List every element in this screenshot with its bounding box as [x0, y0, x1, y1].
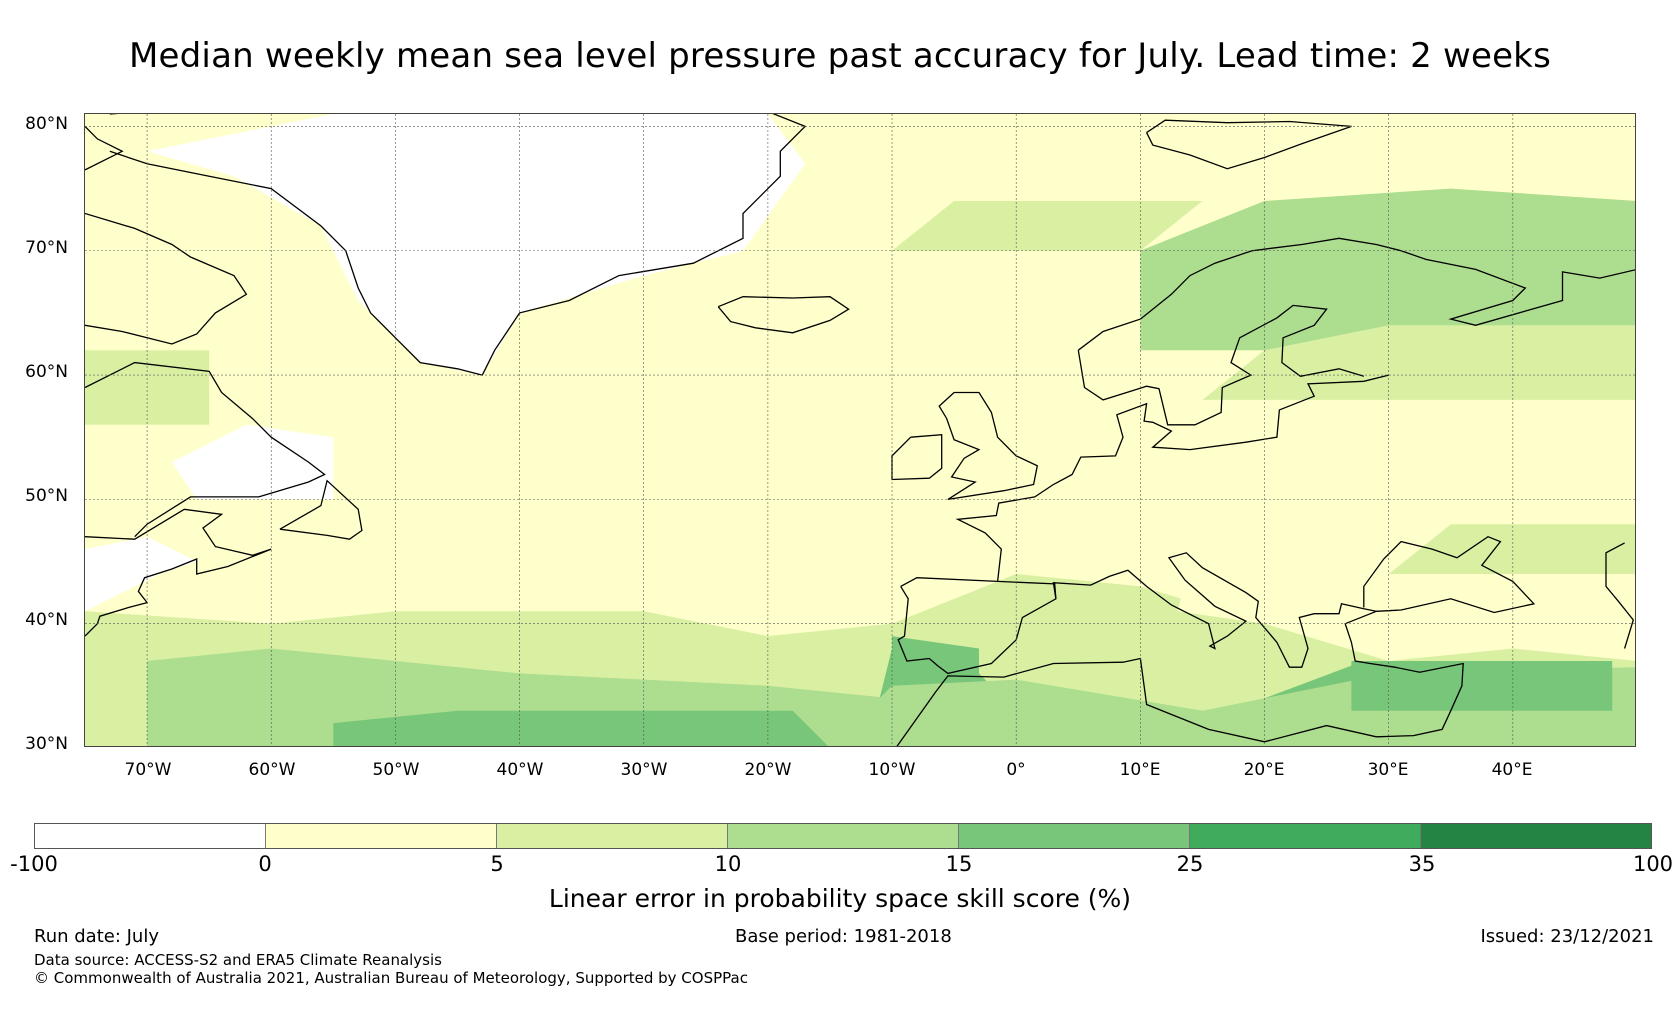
coastlines: [85, 114, 1635, 746]
lat-label-50n: 50°N: [25, 486, 68, 506]
colorbar-segment: [35, 824, 266, 848]
skill-regions: [85, 114, 1635, 746]
copyright: © Commonwealth of Australia 2021, Austra…: [34, 969, 748, 987]
north-america-east-coast: [85, 508, 272, 637]
colorbar-tick: 0: [258, 852, 272, 876]
lon-label-10w: 10°W: [868, 760, 916, 780]
europe-north-coast: [955, 374, 1389, 582]
lat-label-40n: 40°N: [25, 610, 68, 630]
colorbar-tick: 15: [945, 852, 973, 876]
skill-region: [892, 636, 979, 674]
lon-label-20w: 20°W: [744, 760, 792, 780]
colorbar-tick: 35: [1408, 852, 1436, 876]
skill-region: [892, 201, 1203, 251]
skill-region: [1388, 524, 1635, 574]
skill-region: [85, 536, 197, 612]
map-title: Median weekly mean sea level pressure pa…: [128, 36, 1551, 76]
graticule: [85, 114, 1635, 746]
colorbar: [34, 823, 1652, 849]
base-period: Base period: 1981-2018: [735, 926, 952, 947]
lon-label-20e: 20°E: [1243, 760, 1285, 780]
lon-label-40e: 40°E: [1491, 760, 1533, 780]
skill-region: [333, 710, 828, 746]
lon-label-70w: 70°W: [124, 760, 172, 780]
skill-region: [1177, 561, 1339, 624]
colorbar-segment: [728, 824, 959, 848]
lon-label-30e: 30°E: [1367, 760, 1409, 780]
lon-label-60w: 60°W: [248, 760, 296, 780]
skill-region: [1140, 188, 1635, 351]
skill-region: [1202, 325, 1635, 400]
lat-label-80n: 80°N: [25, 114, 68, 134]
svalbard-coast: [1146, 119, 1352, 170]
lat-label-60n: 60°N: [25, 362, 68, 382]
colorbar-segment: [497, 824, 728, 848]
lat-label-70n: 70°N: [25, 238, 68, 258]
labrador-coast: [85, 361, 326, 538]
colorbar-tick: 5: [490, 852, 504, 876]
issued-date: Issued: 23/12/2021: [1480, 926, 1654, 947]
colorbar-label: Linear error in probability space skill …: [548, 884, 1132, 913]
colorbar-tick: -100: [10, 852, 58, 876]
ireland-coast: [891, 433, 943, 481]
lon-label-10e: 10°E: [1119, 760, 1161, 780]
newfoundland-coast: [279, 479, 363, 540]
ellesmere-coast: [85, 125, 124, 171]
colorbar-segment: [1190, 824, 1421, 848]
britain-coast: [938, 391, 1039, 501]
mediterranean-coast: [896, 552, 1464, 746]
lon-label-0: 0°: [1006, 760, 1026, 780]
colorbar-segment: [266, 824, 497, 848]
skill-region: [147, 114, 806, 376]
lon-label-50w: 50°W: [372, 760, 420, 780]
map-canvas: [85, 114, 1635, 746]
iceland-coast: [717, 296, 850, 334]
colorbar-segment: [959, 824, 1190, 848]
skill-region: [171, 424, 334, 500]
scandinavia-baltic-coast: [1077, 304, 1364, 426]
lon-label-40w: 40°W: [496, 760, 544, 780]
colorbar-segment: [1421, 824, 1651, 848]
lat-label-30n: 30°N: [25, 734, 68, 754]
black-sea-coast: [1363, 535, 1536, 614]
data-source: Data source: ACCESS-S2 and ERA5 Climate …: [34, 951, 442, 969]
baffin-coast: [85, 212, 248, 345]
colorbar-tick: 10: [714, 852, 742, 876]
caspian-coast: [1605, 542, 1635, 649]
lon-label-30w: 30°W: [620, 760, 668, 780]
colorbar-tick: 25: [1176, 852, 1204, 876]
iberia-coast: [897, 577, 1057, 675]
colorbar-tick: 100: [1632, 852, 1674, 876]
skill-score-map[interactable]: [84, 113, 1636, 747]
run-date: Run date: July: [34, 926, 159, 947]
greenland-coast: [109, 114, 807, 376]
skill-region: [1351, 661, 1613, 711]
